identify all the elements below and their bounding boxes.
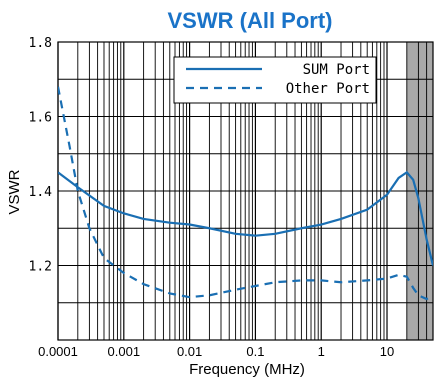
series-line-other-port [58, 86, 433, 301]
x-tick-label: 10 [380, 344, 394, 359]
y-axis-title: VSWR [6, 169, 23, 214]
x-tick-label: 0.01 [177, 344, 202, 359]
x-tick-label: 0.0001 [38, 344, 78, 359]
y-tick-label: 1.6 [29, 111, 52, 126]
x-tick-label: 0.1 [246, 344, 264, 359]
y-tick-label: 1.4 [29, 185, 53, 200]
chart-title: VSWR (All Port) [168, 8, 333, 33]
y-tick-label: 1.2 [29, 260, 52, 275]
legend: SUM Port Other Port [173, 56, 377, 104]
legend-label: Other Port [286, 81, 370, 97]
plot-frame [57, 41, 434, 341]
y-tick-label: 1.8 [29, 36, 52, 51]
legend-label: SUM Port [303, 62, 370, 78]
x-axis-title: Frequency (MHz) [189, 361, 305, 378]
legend-box [173, 56, 377, 104]
x-tick-label: 1 [318, 344, 325, 359]
x-tick-label: 0.001 [108, 344, 141, 359]
series-line-sum-port [58, 170, 433, 266]
plot-area: 1.2 1.4 1.6 1.8 0.0001 0.001 0.01 0.1 1 10 [29, 36, 434, 359]
